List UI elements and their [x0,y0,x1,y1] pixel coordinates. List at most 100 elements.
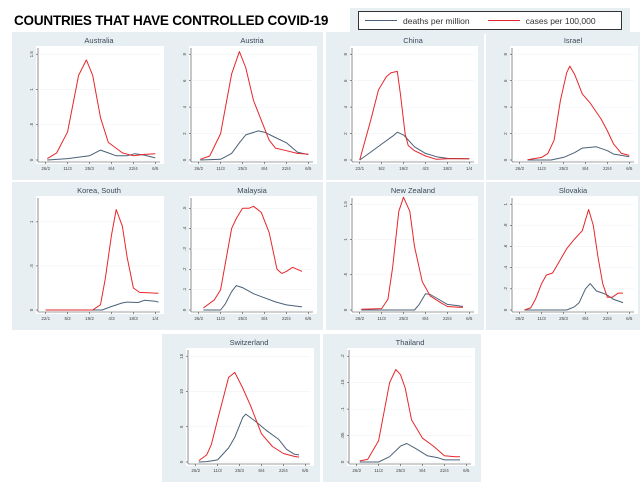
chart-title: Korea, South [77,186,121,195]
chart-panel-slovakia: Slovakia 0 .2 .4 .6 .8 1 26/2 11/3 25/3 8/4 22/4 6/5 [486,182,640,330]
plot-area [510,196,638,314]
legend-swatch-deaths [365,20,397,21]
chart-title: China [403,36,423,45]
x-tick-label: 22/4 [279,468,288,473]
chart-title: Slovakia [559,186,588,195]
x-tick-label: 26/2 [352,468,361,473]
legend-label-cases: cases per 100,000 [525,15,596,26]
x-tick-label: 8/4 [422,316,429,321]
deaths-line [45,299,159,311]
y-tick-label: 1 [29,220,34,223]
cases-line [198,371,300,462]
cases-line [200,51,309,160]
y-tick-label: 6 [182,79,187,82]
x-tick-label: 1/4 [466,166,473,171]
cases-line [45,209,159,311]
x-tick-label: 11/3 [377,316,386,321]
x-tick-label: 22/4 [282,166,291,171]
x-tick-label: 26/2 [355,316,364,321]
legend-label-deaths: deaths per million [403,15,470,26]
x-tick-label: 6/5 [626,166,633,171]
x-tick-label: 26/2 [515,316,524,321]
plot-area [347,348,475,466]
deaths-line [359,443,460,463]
y-tick-label: .5 [182,206,187,210]
x-tick-label: 8/4 [261,316,268,321]
y-tick-label: 4 [182,105,187,108]
chart-svg: Malaysia 0 .1 .2 .3 .4 .5 26/2 11/3 25/3 8/4 22/4 6/… [182,186,317,321]
chart-panel-china: China 0 2 4 6 8 22/1 5/2 19/2 4/3 18/3 1/4 [326,32,484,180]
chart-title: Australia [84,36,114,45]
y-tick-label: 1.5 [29,51,34,58]
x-tick-label: 18/3 [129,316,138,321]
deaths-line [359,131,470,161]
x-tick-label: 26/2 [191,468,200,473]
y-tick-label: .1 [340,407,345,411]
y-tick-label: 0 [343,308,348,311]
x-tick-label: 11/3 [374,468,383,473]
x-tick-label: 6/5 [302,468,309,473]
chart-svg: Switzerland 0 5 10 15 26/2 11/3 25/3 8/4 22/4 6/5 [179,338,314,473]
x-tick-label: 25/3 [235,468,244,473]
chart-svg: New Zealand 0 .5 1 1.5 26/2 11/3 25/3 8/4 22/4 6/5 [343,186,478,321]
y-tick-label: .4 [503,265,508,269]
chart-svg: China 0 2 4 6 8 22/1 5/2 19/2 4/3 18/3 1/4 [343,36,478,171]
x-tick-label: 4/3 [108,316,115,321]
y-tick-label: 8 [343,52,348,55]
chart-svg: Thailand 0 .05 .1 .15 .2 26/2 11/3 25/3 8/4 22/4 6/… [340,338,475,473]
x-tick-label: 22/4 [282,316,291,321]
legend: deaths per million cases per 100,000 [358,11,622,30]
x-tick-label: 8/4 [258,468,265,473]
x-tick-label: 8/4 [108,166,115,171]
y-tick-label: .5 [29,122,34,126]
y-tick-label: 0 [503,308,508,311]
x-tick-label: 8/4 [261,166,268,171]
chart-title: Israel [564,36,583,45]
plot-area [189,46,317,164]
y-tick-label: .15 [340,379,345,386]
chart-title: Switzerland [230,338,269,347]
y-tick-label: 15 [179,353,184,359]
y-tick-label: .05 [340,432,345,439]
y-tick-label: 0 [340,460,345,463]
x-tick-label: 22/1 [355,166,364,171]
y-tick-label: .2 [182,267,187,271]
y-tick-label: .1 [182,287,187,291]
chart-svg: Slovakia 0 .2 .4 .6 .8 1 26/2 11/3 25/3 8/4 22/4 6/5 [503,186,638,321]
cases-line [361,196,463,310]
chart-svg: Australia 0 .5 1 1.5 26/2 11/3 25/3 8/4 22/4 6/5 [29,36,164,171]
plot-area [350,196,478,314]
cases-line [359,369,460,462]
plot-area [189,196,317,314]
x-tick-label: 11/3 [537,316,546,321]
y-tick-label: 6 [343,79,348,82]
chart-title: Austria [240,36,264,45]
chart-svg: Korea, South 0 .5 1 22/1 5/2 19/2 4/3 18/3 1/4 [29,186,164,321]
deaths-line [527,146,630,161]
x-tick-label: 25/3 [559,166,568,171]
y-tick-label: 0 [179,460,184,463]
x-tick-label: 8/4 [419,468,426,473]
x-tick-label: 25/3 [396,468,405,473]
x-tick-label: 4/3 [422,166,429,171]
plot-area [36,46,164,164]
x-tick-label: 25/3 [559,316,568,321]
x-tick-label: 18/3 [443,166,452,171]
x-tick-label: 26/2 [194,166,203,171]
chart-panel-new-zealand: New Zealand 0 .5 1 1.5 26/2 11/3 25/3 8/4 22/4 6/5 [326,182,484,330]
chart-title: Malaysia [237,186,267,195]
x-tick-label: 11/3 [63,166,72,171]
y-tick-label: 0 [182,158,187,161]
cases-line [203,205,303,309]
cases-line [527,65,630,161]
y-tick-label: .6 [503,244,508,248]
chart-panel-israel: Israel 0 2 4 6 8 26/2 11/3 25/3 8/4 22/4 6/5 [486,32,640,180]
chart-panel-australia: Australia 0 .5 1 1.5 26/2 11/3 25/3 8/4 22/4 6/5 [12,32,170,180]
cases-line [359,70,470,161]
y-tick-label: 6 [503,79,508,82]
x-tick-label: 22/1 [41,316,50,321]
y-tick-label: 2 [343,132,348,135]
y-tick-label: 5 [179,425,184,428]
x-tick-label: 6/5 [466,316,473,321]
chart-panel-thailand: Thailand 0 .05 .1 .15 .2 26/2 11/3 25/3 8/4 22/4 6/… [323,334,481,482]
